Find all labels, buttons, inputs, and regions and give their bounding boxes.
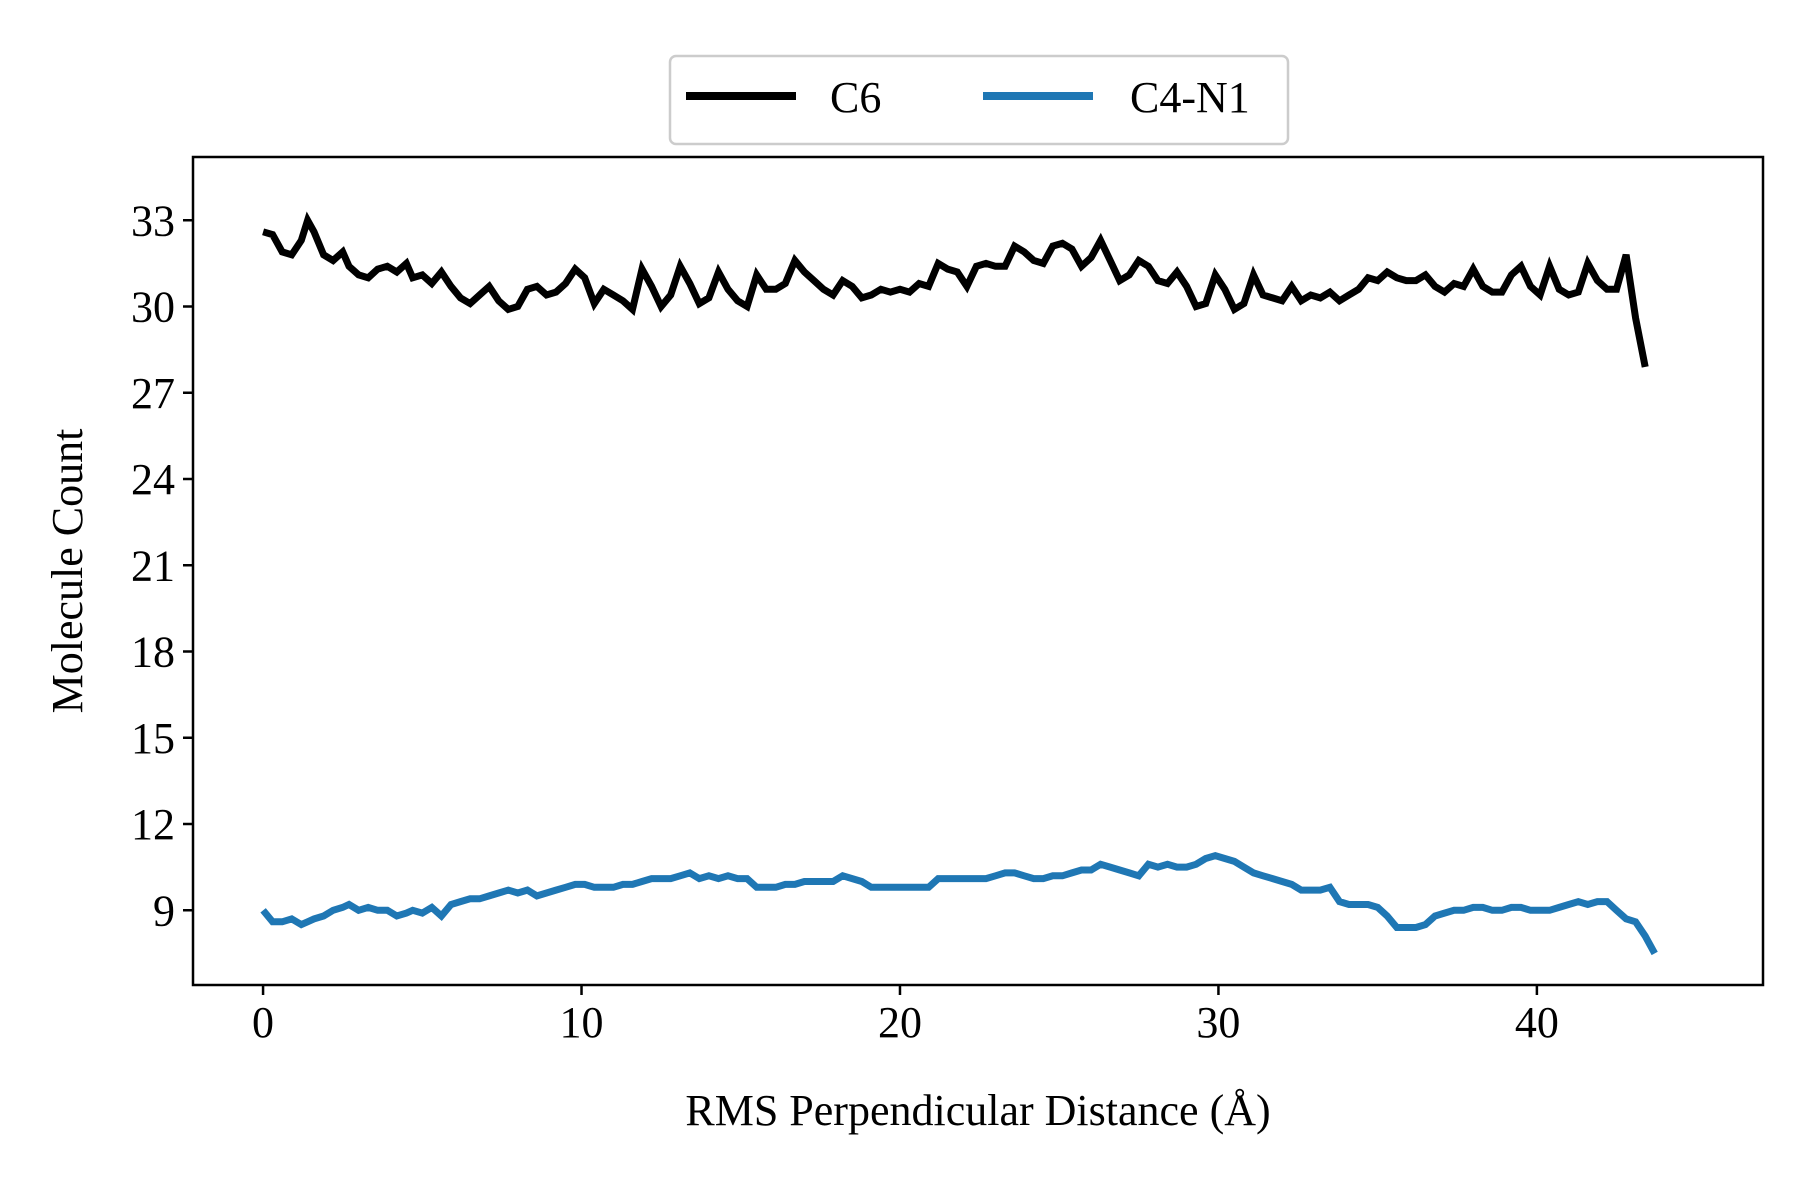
x-axis: 0 10 20 30 40 — [252, 985, 1559, 1047]
legend-label-c4-n1: C4-N1 — [1130, 73, 1250, 122]
y-axis-label: Molecule Count — [43, 429, 92, 714]
y-tick-label: 27 — [131, 369, 175, 418]
legend-frame — [668, 54, 1290, 146]
x-tick-label: 0 — [252, 998, 274, 1047]
y-tick-label: 9 — [153, 886, 175, 935]
y-axis: 9 12 15 18 21 24 27 30 33 — [131, 196, 193, 935]
x-tick-label: 40 — [1515, 998, 1559, 1047]
x-tick-label: 30 — [1196, 998, 1240, 1047]
plot-area-frame — [191, 155, 1765, 987]
x-tick-label: 20 — [878, 998, 922, 1047]
series-line-c4-n1 — [260, 851, 1658, 956]
x-axis-label: RMS Perpendicular Distance (Å) — [685, 1086, 1270, 1135]
y-tick-label: 30 — [131, 283, 175, 332]
series-group — [260, 211, 1658, 956]
y-tick-label: 15 — [131, 714, 175, 763]
series-line-c6 — [262, 211, 1649, 368]
legend: C6 C4-N1 — [668, 54, 1290, 146]
y-tick-label: 21 — [131, 541, 175, 590]
y-tick-label: 24 — [131, 455, 175, 504]
y-tick-label: 33 — [131, 196, 175, 245]
y-tick-label: 18 — [131, 628, 175, 677]
legend-label-c6: C6 — [830, 73, 881, 122]
x-tick-label: 10 — [560, 998, 604, 1047]
y-tick-label: 12 — [131, 800, 175, 849]
